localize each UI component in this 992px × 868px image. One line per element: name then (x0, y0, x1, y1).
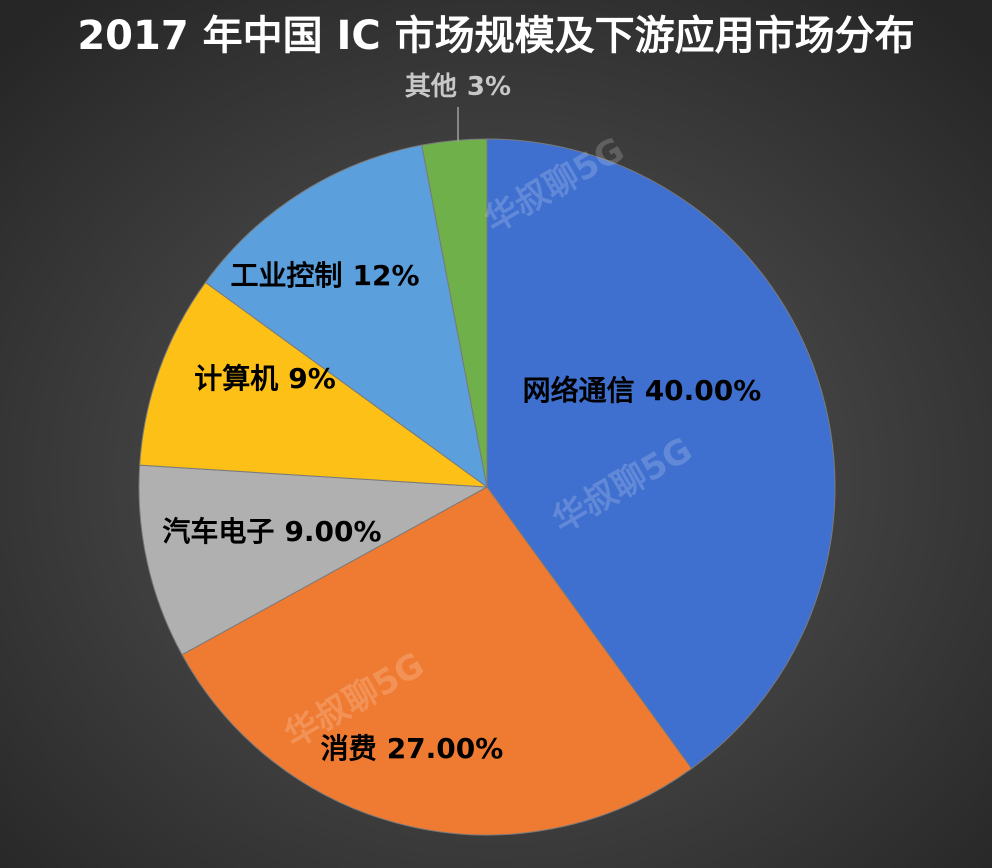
pie (138, 138, 836, 836)
category-label: 网络通信 (523, 374, 635, 407)
category-label: 计算机 (194, 362, 278, 395)
data-label: 工业控制 12% (230, 259, 419, 292)
chart-title: 2017 年中国 IC 市场规模及下游应用市场分布 (77, 13, 914, 59)
pie-slice (204, 144, 488, 489)
value-label: 9.00% (284, 515, 381, 548)
pie-slice (139, 281, 489, 488)
value-label: 9% (288, 362, 336, 395)
pie-slice (421, 138, 488, 488)
pie-slice (181, 486, 693, 836)
data-label: 计算机 9% (194, 362, 336, 395)
data-label: 汽车电子 9.00% (162, 515, 381, 548)
category-label: 汽车电子 (162, 515, 274, 548)
value-label: 12% (352, 259, 419, 292)
value-label: 27.00% (387, 732, 504, 765)
pie-slice (486, 138, 836, 770)
data-label: 其他 3% (405, 72, 511, 102)
value-label: 40.00% (645, 374, 762, 407)
value-label: 3% (467, 72, 511, 102)
pie-slice (138, 464, 489, 656)
data-label: 消费 27.00% (321, 732, 504, 765)
data-label: 网络通信 40.00% (523, 374, 762, 407)
category-label: 消费 (321, 732, 377, 765)
category-label: 其他 (405, 72, 457, 102)
category-label: 工业控制 (230, 259, 342, 292)
